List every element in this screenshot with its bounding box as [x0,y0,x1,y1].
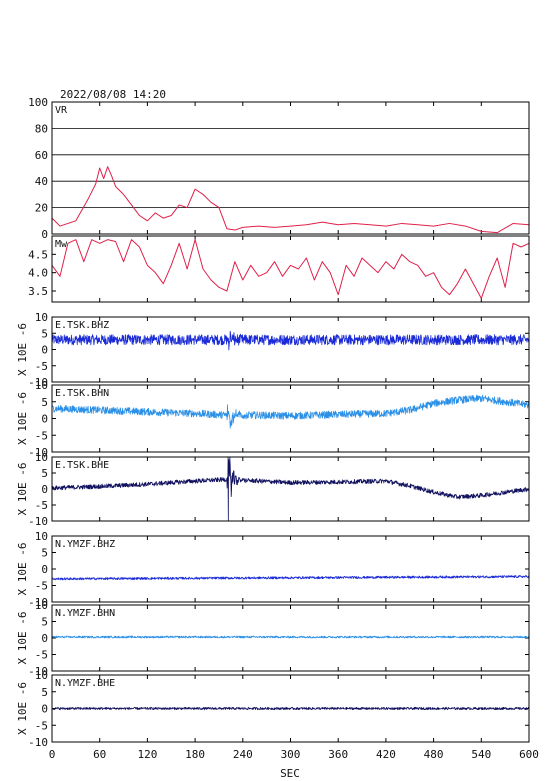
panel-n-ymzf-bhz: -10 -5 0 5 10 N.YMZF.BHZ X 10E -6 [16,530,530,609]
x-tick-label: 120 [137,748,157,761]
series-line-n-ymzf-bhe [51,706,530,711]
y-axis-label: X 10E -6 [16,682,29,735]
y-tick-label: 5 [41,686,48,699]
x-tick-label: 60 [93,748,106,761]
series-line-e-tsk-bhn [51,394,530,429]
y-tick-label: 100 [28,96,48,109]
y-axis-label: X 10E -6 [16,543,29,596]
y-tick-label: -10 [28,596,48,609]
y-tick-label: 4.0 [28,267,48,280]
panel-label: N.YMZF.BHZ [55,539,115,550]
x-tick-label: 0 [49,748,56,761]
x-tick-label: 600 [519,748,539,761]
y-axis-label: X 10E -6 [16,392,29,445]
y-tick-label: -5 [35,429,48,442]
panel-e-tsk-bhe: -10 -5 0 5 10 E.TSK.BHE X 10E -6 [16,451,530,528]
y-tick-label: 80 [35,122,48,135]
x-tick-label: 240 [233,748,253,761]
y-tick-label: 0 [41,563,48,576]
panel-label: VR [55,105,68,116]
y-tick-label: 5 [41,327,48,340]
y-tick-label: 5 [41,396,48,409]
y-tick-label: -5 [35,649,48,662]
panel-n-ymzf-bhe: -10 -5 0 5 10 N.YMZF.BHE X 10E -6 [16,669,530,749]
panel-vr: 0 20 40 60 80 100 VR [28,96,530,241]
y-tick-label: -10 [28,376,48,389]
panel-frame [51,316,530,383]
y-tick-label: 0 [41,228,48,241]
y-tick-label: -5 [35,719,48,732]
y-tick-label: -10 [28,515,48,528]
y-tick-label: -5 [35,580,48,593]
series-line-mw [51,239,530,299]
y-tick-label: -10 [28,665,48,678]
y-tick-label: 10 [35,599,48,612]
panel-e-tsk-bhz: -10 -5 0 5 10 E.TSK.BHZ X 10E -6 [16,311,530,389]
panel-label: E.TSK.BHE [55,460,109,471]
y-tick-label: 0 [41,632,48,645]
series-line-n-ymzf-bhn [51,635,530,639]
panel-n-ymzf-bhn: -10 -5 0 5 10 N.YMZF.BHN X 10E -6 [16,599,530,678]
y-tick-label: 5 [41,616,48,629]
x-tick-label: 360 [328,748,348,761]
panel-frame [51,604,530,672]
y-tick-label: 10 [35,530,48,543]
panel-frame [51,456,530,522]
y-tick-label: 10 [35,451,48,464]
x-axis-label: SEC [280,767,300,780]
panel-label: N.YMZF.BHE [55,678,115,689]
panel-label: Mw [55,239,68,250]
y-axis-label: X 10E -6 [16,612,29,665]
panel-label: E.TSK.BHZ [55,320,109,331]
y-tick-label: 60 [35,149,48,162]
y-tick-label: -10 [28,736,48,749]
series-line-n-ymzf-bhz [51,575,530,581]
panel-frame [51,535,530,603]
y-tick-label: 4.5 [28,248,48,261]
y-tick-label: -5 [35,499,48,512]
panel-frame [51,384,530,453]
y-tick-label: 0 [41,483,48,496]
chart-timestamp: 2022/08/08 14:20 [60,88,166,101]
y-tick-label: 10 [35,311,48,324]
y-tick-label: 0 [41,703,48,716]
y-tick-label: 20 [35,202,48,215]
y-tick-label: -5 [35,360,48,373]
panel-label: N.YMZF.BHN [55,608,115,619]
y-tick-label: 10 [35,669,48,682]
panel-e-tsk-bhn: -10 -5 0 5 10 E.TSK.BHN X 10E -6 [16,379,530,459]
series-line-vr [51,166,530,234]
series-line-e-tsk-bhe [51,456,530,522]
x-tick-label: 480 [424,748,444,761]
y-tick-label: 0 [41,413,48,426]
panel-mw: 3.5 4.0 4.5 Mw [28,235,530,303]
y-tick-label: 10 [35,379,48,392]
x-tick-label: 540 [471,748,491,761]
panel-label: E.TSK.BHN [55,388,109,399]
y-tick-label: 5 [41,467,48,480]
y-axis-label: X 10E -6 [16,323,29,376]
panel-frame [51,235,530,303]
y-tick-label: 5 [41,547,48,560]
x-tick-label: 180 [185,748,205,761]
series-line-e-tsk-bhz [51,330,530,351]
panel-frame [51,101,530,235]
x-tick-label: 420 [376,748,396,761]
x-tick-label: 300 [281,748,301,761]
y-tick-label: 3.5 [28,285,48,298]
y-tick-label: 0 [41,344,48,357]
y-tick-label: 40 [35,175,48,188]
panel-frame [51,674,530,743]
y-axis-label: X 10E -6 [16,463,29,516]
y-tick-label: -10 [28,446,48,459]
